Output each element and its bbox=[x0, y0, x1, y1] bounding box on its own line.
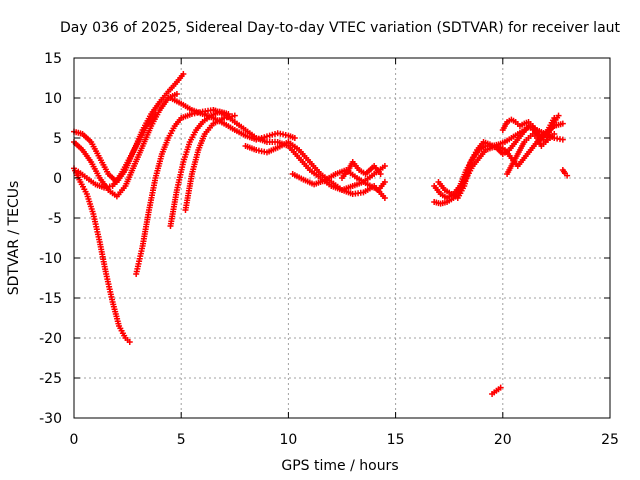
y-tick-label: -20 bbox=[39, 331, 62, 347]
data-point bbox=[173, 91, 180, 97]
y-tick-label: -10 bbox=[39, 251, 62, 267]
data-point bbox=[126, 339, 133, 345]
series-arc-g bbox=[182, 112, 238, 213]
data-point bbox=[497, 384, 504, 391]
data-point bbox=[152, 111, 159, 117]
axis-ticks: 0 5 10 15 20 25 -30 -25 -20 -15 -10 -5 0 5 10 15 bbox=[39, 51, 619, 448]
data-point bbox=[377, 171, 384, 177]
series-arc-m bbox=[431, 120, 566, 201]
series-arc-h bbox=[167, 95, 298, 143]
data-point bbox=[381, 179, 388, 185]
y-tick-label: 15 bbox=[44, 51, 62, 67]
data-point bbox=[559, 120, 566, 127]
series-arc-e bbox=[133, 107, 228, 277]
series-arc-k bbox=[289, 167, 388, 193]
y-tick-label: 10 bbox=[44, 91, 62, 107]
x-tick-label: 0 bbox=[70, 432, 79, 448]
data-point bbox=[559, 136, 566, 143]
x-tick-label: 15 bbox=[387, 432, 405, 448]
y-tick-label: -30 bbox=[39, 411, 62, 427]
data-point bbox=[551, 131, 558, 137]
y-axis-title: SDTVAR / TECUs bbox=[6, 181, 22, 296]
x-axis-title: GPS time / hours bbox=[281, 458, 398, 474]
data-point bbox=[564, 172, 571, 179]
data-point bbox=[180, 71, 187, 77]
data-point bbox=[291, 135, 298, 141]
series-arc-s bbox=[489, 384, 504, 397]
data-point bbox=[231, 112, 238, 119]
series-arc-o bbox=[435, 115, 558, 201]
y-tick-label: -25 bbox=[39, 371, 62, 387]
data-point bbox=[381, 163, 388, 169]
plot-area bbox=[71, 71, 571, 397]
y-tick-label: 5 bbox=[53, 131, 62, 147]
y-tick-label: 0 bbox=[53, 171, 62, 187]
chart-title: Day 036 of 2025, Sidereal Day-to-day VTE… bbox=[60, 20, 621, 36]
data-point bbox=[381, 195, 388, 201]
series-arc-q bbox=[504, 112, 562, 177]
y-tick-label: -15 bbox=[39, 291, 62, 307]
x-tick-label: 10 bbox=[279, 432, 297, 448]
series-arc-r bbox=[559, 167, 571, 179]
series-arc-f bbox=[167, 108, 232, 229]
series-arc-j bbox=[242, 139, 388, 201]
x-tick-label: 20 bbox=[494, 432, 512, 448]
plot-frame bbox=[73, 57, 611, 419]
series-arc-b bbox=[71, 71, 187, 185]
y-tick-label: -5 bbox=[48, 211, 62, 227]
series-arc-l bbox=[339, 159, 384, 181]
x-tick-label: 5 bbox=[177, 432, 186, 448]
x-tick-label: 25 bbox=[601, 432, 619, 448]
series-arc-a bbox=[71, 165, 133, 345]
series-arc-d bbox=[75, 111, 159, 191]
data-point bbox=[555, 112, 562, 119]
